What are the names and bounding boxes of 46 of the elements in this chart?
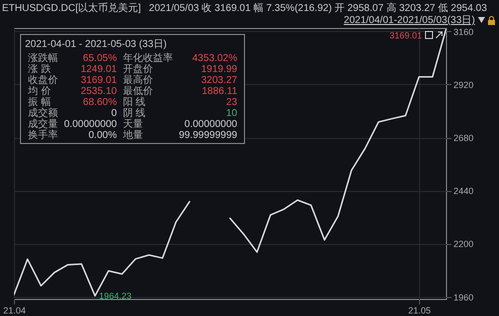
annotation: 0.00000000 — [183, 119, 238, 130]
annotation: 天量 — [122, 119, 144, 130]
y-tick-label: 2200 — [454, 239, 474, 250]
annotation: 3169.01 — [389, 30, 422, 40]
annotation: 均 价 — [27, 86, 52, 97]
annotation: 地量 — [122, 130, 144, 141]
chart-title: ETHUSDGD.DC[以太币兑美元] — [2, 3, 141, 14]
y-tick-label: 2440 — [454, 186, 474, 196]
y-tick-label: 2680 — [454, 133, 474, 144]
annotation: 最高价 — [122, 75, 154, 86]
annotation: 成交额 — [27, 108, 59, 119]
annotation: 1249.01 — [80, 64, 118, 75]
annotation: 最低价 — [122, 86, 154, 97]
annotation: 4353.02% — [191, 53, 238, 64]
annotation: 2535.10 — [80, 86, 118, 97]
annotation: 10 — [225, 108, 238, 119]
annotation: 年化收益率 — [122, 53, 174, 64]
annotation: 涨跌幅 — [27, 53, 59, 64]
annotation: 2021-04-01 - 2021-05-03 (33日) — [25, 38, 167, 51]
x-tick-label: 21.05 — [408, 306, 431, 316]
annotation: 阴 线 — [122, 108, 147, 119]
chart-subtitle: 2021/05/03 收 3169.01 幅 7.35%(216.92) 开 2958.07 高 3203.27 低 2954.03 — [148, 3, 487, 14]
y-tick-label: 2920 — [454, 80, 474, 90]
y-tick-label: 1960 — [454, 292, 474, 302]
annotation: 0.00000000 — [63, 119, 118, 130]
annotation: 3203.27 — [200, 75, 238, 86]
annotation: 3169.01 — [80, 75, 118, 86]
annotation: 振 幅 — [27, 97, 51, 108]
annotation: 68.60% — [82, 97, 118, 108]
y-tick-label: 3160 — [454, 26, 474, 37]
x-tick-label: 21.04 — [3, 306, 26, 316]
annotation: 1964.23 — [99, 290, 132, 301]
annotation: 开盘价 — [122, 64, 154, 75]
annotation: 1919.99 — [200, 64, 238, 75]
annotation: 99.99999999 — [178, 130, 238, 141]
annotation: 0.00% — [87, 130, 118, 141]
annotation: 涨 跌 — [27, 64, 52, 75]
annotation: 23 — [225, 97, 238, 108]
annotation: 换手率 — [27, 130, 59, 141]
annotation: 成交量 — [27, 119, 59, 130]
annotation: 阳 线 — [122, 97, 147, 108]
annotation: 0 — [110, 108, 118, 119]
annotation: 65.05% — [82, 53, 118, 64]
annotation: 1886.11 — [200, 86, 238, 97]
text: 2021/04/01-2021/05/03(33日) — [344, 14, 475, 27]
annotation: 收盘价 — [27, 75, 59, 86]
